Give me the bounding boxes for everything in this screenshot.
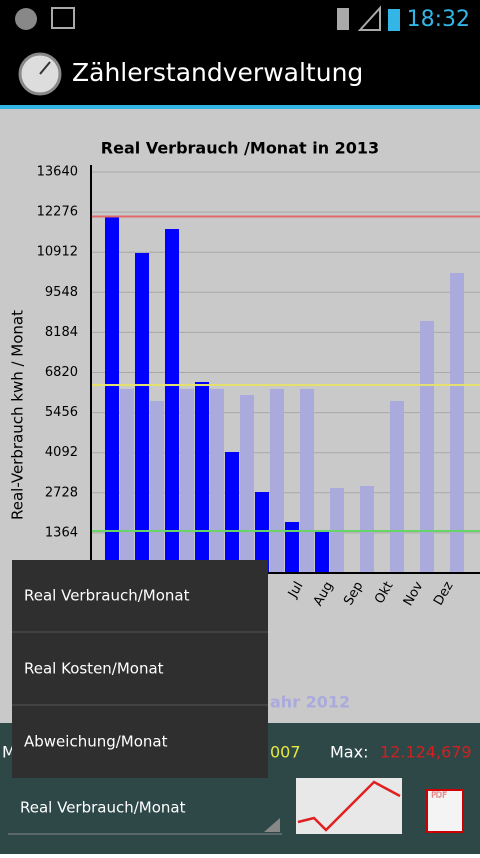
popup-menu xyxy=(12,560,268,778)
menu-item[interactable]: Real Verbrauch/Monat xyxy=(24,587,190,605)
bar xyxy=(195,381,209,573)
y-tick-label: 2728 xyxy=(45,485,78,500)
pdf-label: PDF xyxy=(431,791,447,800)
app-title: Zählerstandverwaltung xyxy=(72,58,363,87)
bar xyxy=(180,388,194,573)
spinner[interactable]: Real Verbrauch/Monat xyxy=(20,799,186,817)
image-icon xyxy=(51,7,75,29)
bar xyxy=(315,530,329,573)
bar xyxy=(390,401,404,573)
bar xyxy=(120,388,134,573)
bar xyxy=(135,252,149,573)
divider xyxy=(0,105,480,109)
app-icon-needle xyxy=(39,61,51,75)
clock: 18:32 xyxy=(407,7,470,32)
bar xyxy=(360,486,374,573)
y-tick-label: 6820 xyxy=(45,365,78,380)
bar xyxy=(285,521,299,573)
bar xyxy=(450,273,464,573)
y-tick-label: 13640 xyxy=(37,165,78,180)
bar xyxy=(165,229,179,573)
y-tick-label: 4092 xyxy=(45,445,78,460)
pdf-button[interactable] xyxy=(426,789,464,833)
bar xyxy=(105,216,119,574)
menu-item[interactable]: Abweichung/Monat xyxy=(24,733,168,751)
menu-item[interactable]: Real Kosten/Monat xyxy=(24,660,164,678)
sync-icon xyxy=(15,8,37,30)
bar xyxy=(210,388,224,573)
bar xyxy=(225,451,239,573)
y-tick-label: 9548 xyxy=(45,285,78,300)
bar xyxy=(270,388,284,573)
y-tick-label: 12276 xyxy=(37,205,78,220)
y-axis-label: Real-Verbrauch kwh / Monat xyxy=(9,310,27,520)
legend-entry: ahr 2012 xyxy=(270,693,350,712)
y-tick-label: 10912 xyxy=(37,245,78,260)
bar xyxy=(300,388,314,573)
bar xyxy=(420,321,434,573)
spinner-arrow xyxy=(264,818,280,832)
y-tick-label: 1364 xyxy=(45,525,78,540)
signal-icon xyxy=(357,5,381,31)
min-value: 007 xyxy=(270,743,301,762)
chart-title: Real Verbrauch /Monat in 2013 xyxy=(101,139,379,158)
plot: 1364 2728 4092 5456 6820 8184 9548 10912 12276 13… xyxy=(37,165,480,712)
bar xyxy=(255,492,269,573)
bar xyxy=(150,401,164,573)
battery-icon xyxy=(388,9,400,31)
y-tick-label: 8184 xyxy=(45,325,78,340)
y-tick-label: 5456 xyxy=(45,405,78,420)
max-value: 12.124,679 xyxy=(380,743,472,762)
line-chart-icon xyxy=(297,780,401,832)
bar xyxy=(240,395,254,573)
x-tick-label: Jul xyxy=(285,579,306,601)
sim-icon xyxy=(337,8,349,30)
max-label: Max: xyxy=(330,743,368,762)
